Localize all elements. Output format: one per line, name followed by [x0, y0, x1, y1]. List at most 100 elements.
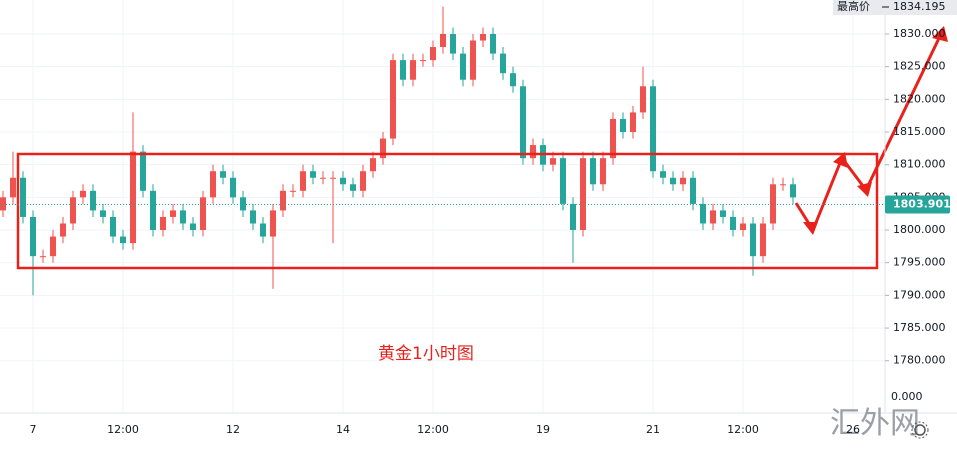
candle-body: [420, 60, 426, 62]
candle-body: [160, 216, 166, 231]
candle-body: [290, 190, 296, 192]
candle-body: [440, 33, 446, 48]
candle-body: [270, 210, 276, 237]
y-tick-label: 1780.000: [893, 354, 946, 367]
candle-body: [710, 210, 716, 224]
candle-body: [0, 197, 6, 211]
x-tick-label: 12:00: [417, 423, 449, 436]
arrow-head: [932, 26, 948, 42]
candle-body: [100, 210, 106, 217]
candle-body: [570, 203, 576, 231]
x-tick-label: 12: [226, 423, 240, 436]
candle-body: [550, 158, 556, 165]
candle-body: [670, 177, 676, 185]
candle-body: [630, 112, 636, 133]
x-tick-label: 12:00: [727, 423, 759, 436]
bottom-scale-label: 0.000: [891, 390, 923, 403]
watermark: 汇外网: [830, 406, 920, 441]
candle-body: [730, 216, 736, 231]
candle-body: [410, 60, 416, 80]
candle-body: [220, 171, 226, 178]
y-tick-label: 1795.000: [893, 256, 946, 269]
candle-body: [650, 86, 656, 172]
candle-body: [210, 171, 216, 198]
high-value: 1834.195: [893, 0, 946, 13]
x-tick-label: 26: [846, 423, 860, 436]
candle-body: [260, 223, 266, 237]
candle-body: [120, 236, 126, 244]
candle-body: [350, 184, 356, 191]
candle-body: [530, 145, 536, 159]
candle-body: [460, 53, 466, 80]
candle-body: [360, 171, 366, 191]
candle-body: [250, 210, 256, 224]
y-tick-label: 1785.000: [893, 321, 946, 334]
candle-body: [370, 158, 376, 172]
candle-body: [390, 60, 396, 139]
candle-body: [480, 33, 486, 41]
settings-icon[interactable]: [911, 421, 929, 439]
candle-body: [610, 118, 616, 159]
y-tick-label: 1810.000: [893, 158, 946, 171]
candle-body: [90, 190, 96, 211]
candle-body: [780, 184, 786, 186]
candle-body: [240, 197, 246, 211]
candle-body: [590, 158, 596, 185]
x-tick-label: 7: [30, 423, 37, 436]
candle-body: [340, 177, 346, 185]
candle-body: [640, 86, 646, 113]
candle-body: [190, 223, 196, 231]
candle-body: [140, 151, 146, 191]
candle-body: [660, 171, 666, 178]
last-price-box: [885, 195, 950, 214]
candle-body: [310, 171, 316, 178]
candle-body: [690, 177, 696, 204]
candle-body: [40, 256, 46, 258]
range-box: [16, 152, 879, 270]
x-tick-label: 12:00: [107, 423, 139, 436]
arrow-head: [833, 152, 848, 168]
high-caption: 最高价: [837, 0, 870, 13]
y-tick-label: 1790.000: [893, 288, 946, 301]
annotation: 黄金1小时图: [378, 344, 474, 364]
last-price-label: 1803.901: [893, 198, 951, 211]
candle-body: [60, 223, 66, 237]
candle-body: [770, 184, 776, 224]
candle-body: [400, 60, 406, 80]
candle-body: [680, 177, 686, 185]
candle-body: [150, 190, 156, 231]
x-tick-label: 21: [646, 423, 660, 436]
candle-body: [280, 190, 286, 211]
candle-body: [470, 40, 476, 80]
candle-body: [110, 216, 116, 237]
candle-body: [180, 210, 186, 224]
candle-body: [10, 177, 16, 198]
arrow-head: [803, 222, 818, 235]
candle-body: [560, 158, 566, 204]
y-tick-label: 1815.000: [893, 125, 946, 138]
arrow-head: [857, 182, 872, 197]
y-tick-label: 1800.000: [893, 223, 946, 236]
candle-body: [600, 158, 606, 185]
candle-body: [380, 138, 386, 159]
candle-body: [450, 33, 456, 54]
candle-body: [790, 184, 796, 198]
candle-body: [200, 197, 206, 231]
y-tick-label: 1830.000: [893, 27, 946, 40]
candle-body: [620, 118, 626, 133]
candle-body: [30, 216, 36, 257]
candle-body: [720, 210, 726, 217]
candle-body: [230, 177, 236, 198]
candle-body: [750, 223, 756, 257]
candle-body: [20, 177, 26, 217]
candle-body: [500, 53, 506, 74]
candle-body: [330, 177, 336, 179]
candle-body: [300, 171, 306, 191]
candle-body: [80, 190, 86, 198]
y-tick-label: 1825.000: [893, 60, 946, 73]
candle-body: [700, 203, 706, 224]
candle-body: [520, 86, 526, 159]
candle-body: [490, 33, 496, 54]
x-tick-label: 14: [336, 423, 350, 436]
